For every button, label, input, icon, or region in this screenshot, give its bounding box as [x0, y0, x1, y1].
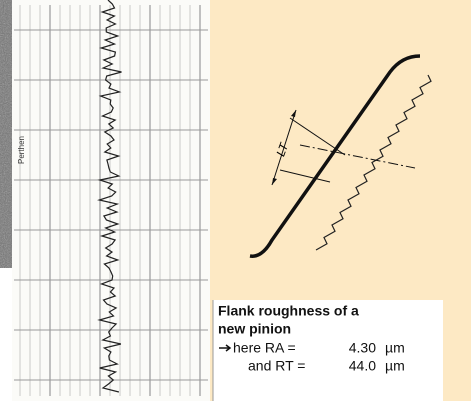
chart-paper	[12, 0, 210, 401]
row-label: here RA =	[233, 340, 296, 356]
row-label: and RT =	[248, 358, 305, 374]
recorder-label: Perthen	[17, 136, 26, 164]
caption-title: Flank roughness of a	[218, 303, 359, 319]
page: Perthen LT Flank roughness of a new pini…	[0, 0, 471, 401]
row-unit: µm	[385, 340, 405, 356]
row-unit: µm	[385, 358, 405, 374]
figure: Perthen LT Flank roughness of a new pini…	[0, 0, 471, 401]
row-value: 4.30	[349, 340, 376, 356]
row-value: 44.0	[349, 358, 376, 374]
caption-title: new pinion	[218, 321, 291, 337]
